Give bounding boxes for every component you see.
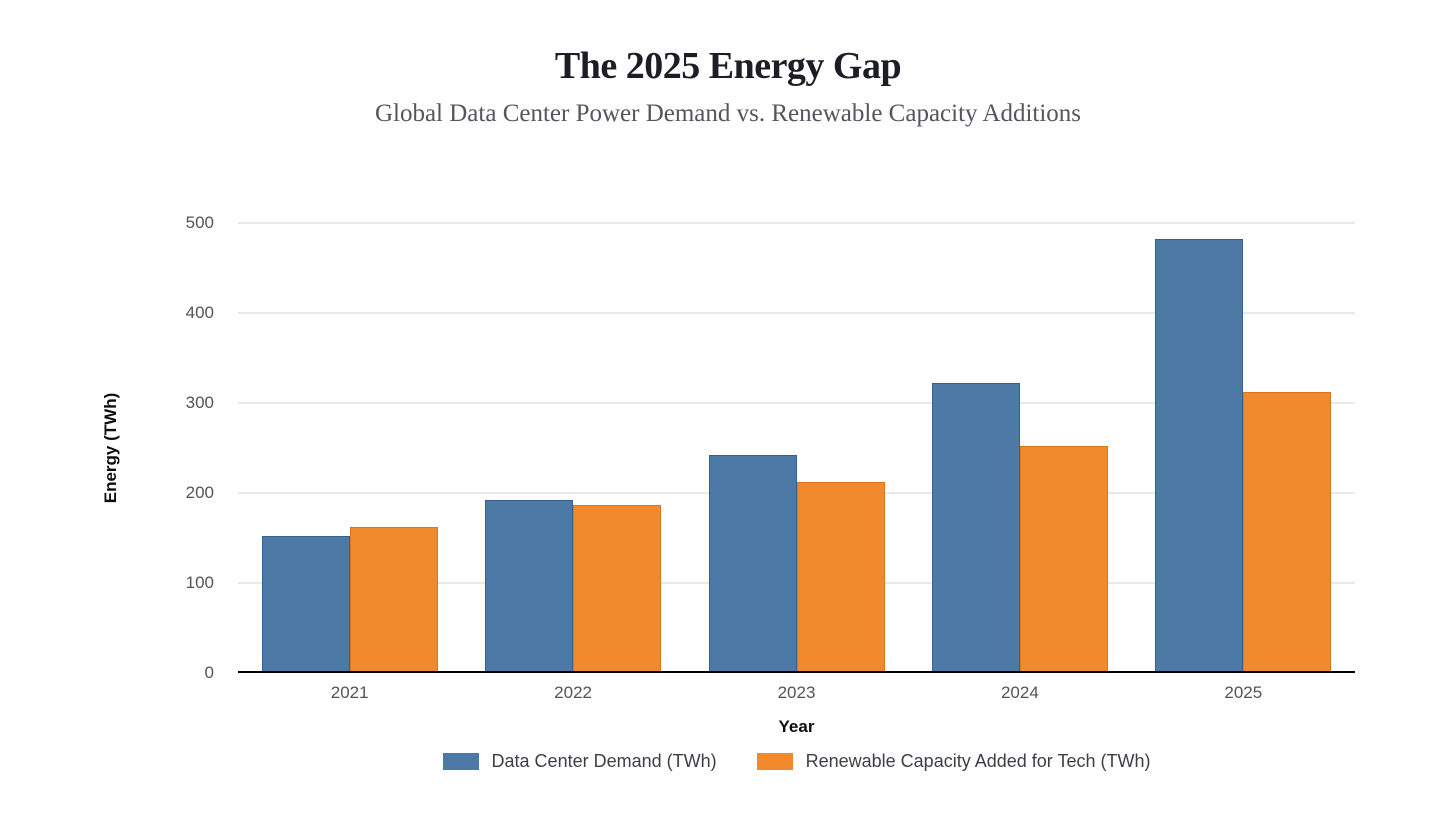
y-tick-label-300: 300 [185, 393, 214, 412]
legend: Data Center Demand (TWh) Renewable Capac… [238, 751, 1355, 772]
bar-renewable-2022 [573, 504, 662, 671]
x-axis-title: Year [778, 717, 815, 736]
bar-demand-2023 [708, 455, 797, 671]
bar-renewable-2024 [1019, 446, 1108, 671]
x-tick-label-2024: 2024 [1000, 683, 1039, 702]
legend-item-renewable-capacity: Renewable Capacity Added for Tech (TWh) [756, 751, 1151, 772]
bar-renewable-2023 [796, 482, 885, 671]
x-tick-label-2023: 2023 [777, 683, 816, 702]
legend-swatch-blue [442, 753, 479, 770]
gridline-500 [238, 222, 1355, 224]
chart-subtitle: Global Data Center Power Demand vs. Rene… [374, 100, 1082, 127]
bar-renewable-2021 [349, 527, 438, 671]
y-tick-label-500: 500 [185, 213, 214, 232]
y-tick-label-0: 0 [204, 663, 214, 682]
y-tick-label-100: 100 [185, 573, 214, 592]
legend-label: Data Center Demand (TWh) [491, 751, 717, 771]
bar-demand-2024 [931, 383, 1020, 671]
y-tick-label-400: 400 [185, 303, 214, 322]
x-tick-label-2021: 2021 [330, 683, 369, 702]
bar-demand-2025 [1155, 239, 1244, 671]
gridline-300 [238, 402, 1355, 404]
plot-area [238, 222, 1355, 673]
chart-header: The 2025 Energy Gap Global Data Center P… [0, 44, 1456, 128]
legend-label: Renewable Capacity Added for Tech (TWh) [805, 751, 1151, 771]
y-tick-label-200: 200 [185, 483, 214, 502]
bar-demand-2022 [485, 500, 574, 671]
x-tick-label-2022: 2022 [554, 683, 592, 702]
legend-item-data-center-demand: Data Center Demand (TWh) [442, 751, 717, 772]
bar-demand-2021 [261, 536, 350, 671]
bar-renewable-2025 [1243, 392, 1332, 671]
legend-swatch-orange [756, 753, 793, 770]
gridline-400 [238, 312, 1355, 314]
x-tick-label-2025: 2025 [1224, 683, 1263, 702]
chart-title: The 2025 Energy Gap [554, 45, 902, 87]
